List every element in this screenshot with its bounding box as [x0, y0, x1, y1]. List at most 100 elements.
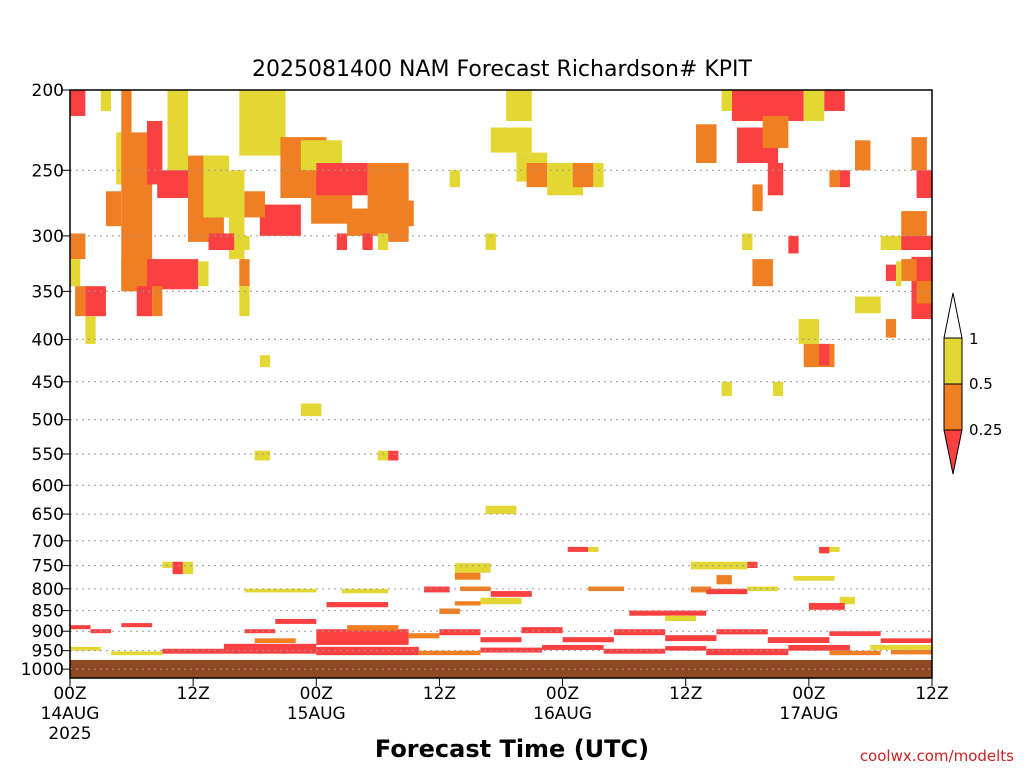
x-tick-label: 12Z [423, 684, 456, 704]
ri-cell-yellow [855, 296, 881, 314]
legend-swatch-orange [943, 383, 963, 431]
x-tick-label: 00Z [546, 684, 579, 704]
ri-cell-red [275, 619, 317, 624]
ri-cell-red [146, 121, 163, 185]
ri-cell-yellow [772, 381, 784, 396]
x-tick-label: 12Z [669, 684, 702, 704]
ri-cell-red [259, 204, 301, 236]
ri-cell-yellow [839, 596, 856, 605]
ri-cell-orange [239, 259, 250, 287]
ri-cell-yellow [721, 90, 732, 111]
ri-cell-orange [588, 586, 625, 592]
ri-cell-red [767, 637, 830, 644]
ri-cell-yellow [829, 546, 840, 552]
ri-cell-orange [901, 211, 927, 236]
y-tick-label-300: 300 [32, 227, 64, 247]
ri-cell-red [916, 170, 932, 198]
ri-cell-orange [885, 319, 897, 338]
ri-cell-yellow [100, 90, 112, 111]
ri-cell-orange [572, 163, 594, 188]
ri-cell-yellow [239, 235, 250, 251]
ri-cell-red [480, 637, 522, 643]
ri-cell-yellow [198, 261, 209, 287]
y-tick-label-350: 350 [32, 282, 64, 302]
ri-cell-red [808, 602, 845, 610]
ri-cell-red [136, 286, 153, 317]
x-tick-label: 00Z [792, 684, 825, 704]
ri-cell-red [706, 648, 789, 656]
y-tick-label-950: 950 [32, 642, 64, 662]
ri-cell-orange [762, 116, 789, 149]
ri-cell-orange [716, 575, 732, 585]
ri-cell-red [490, 591, 532, 597]
ri-cell-yellow [377, 233, 389, 251]
ri-cell-red [439, 629, 481, 636]
ri-cell-red [326, 602, 389, 608]
ri-cell-red [767, 163, 784, 196]
y-tick-label-200: 200 [32, 81, 64, 101]
ri-cell-yellow [70, 259, 81, 287]
ri-cell-orange [75, 286, 86, 317]
y-tick-label-250: 250 [32, 161, 64, 181]
ri-cell-red [819, 343, 830, 366]
colorbar-legend: 1 0.5 0.25 [943, 292, 1002, 475]
ri-cell-orange [121, 259, 137, 287]
ri-cell-orange [695, 124, 717, 164]
ri-cell-orange [105, 191, 122, 227]
ri-cell-yellow [85, 316, 96, 344]
ri-cell-orange [152, 286, 163, 317]
ri-cell-orange [408, 633, 440, 639]
ri-cell-yellow [880, 235, 902, 251]
x-tick-date: 15AUG [287, 704, 346, 724]
ri-cell-red [731, 90, 804, 122]
ri-cell-red [567, 546, 589, 552]
ri-cell-orange [439, 608, 460, 615]
y-tick-label-900: 900 [32, 622, 64, 642]
ri-cell-red [316, 646, 419, 656]
ri-cell-yellow [506, 90, 532, 122]
legend-swatch-top [943, 292, 963, 339]
ri-cell-red [665, 646, 707, 651]
plot-frame [69, 89, 933, 679]
ri-cell-orange [901, 259, 917, 281]
y-tick-label-1000: 1000 [21, 660, 64, 680]
y-tick-label-600: 600 [32, 476, 64, 496]
y-tick-label-500: 500 [32, 411, 64, 431]
ri-cell-yellow [665, 615, 696, 622]
ri-cell-yellow [896, 261, 902, 287]
ri-cell-yellow [377, 450, 389, 461]
ri-cell-red [788, 644, 850, 651]
ri-cell-orange [916, 280, 932, 304]
ri-cell-yellow [480, 597, 522, 605]
ri-cell-orange [526, 163, 548, 188]
y-tick-label-450: 450 [32, 373, 64, 393]
x-axis-label: Forecast Time (UTC) [375, 735, 649, 763]
ri-cell-orange [347, 208, 389, 236]
ri-cell-red [829, 631, 881, 636]
x-tick-label: 00Z [53, 684, 86, 704]
y-tick-label-800: 800 [32, 580, 64, 600]
x-tick-year: 2025 [48, 724, 91, 744]
ri-cell-yellow [239, 90, 286, 156]
x-tick-date: 16AUG [533, 704, 592, 724]
x-tick-label: 12Z [177, 684, 210, 704]
ri-cell-red [542, 644, 604, 650]
ri-cell-red [121, 623, 153, 628]
data-cells [70, 90, 932, 656]
ri-cell-yellow [239, 286, 250, 317]
ground-layer [70, 660, 932, 678]
ri-cell-red [362, 233, 373, 251]
ri-cell-yellow [259, 355, 271, 368]
x-tick-label: 00Z [300, 684, 333, 704]
ri-cell-orange [454, 601, 481, 606]
y-tick-label-750: 750 [32, 557, 64, 577]
ri-cell-yellow [793, 576, 835, 581]
ri-cell-red [336, 233, 348, 251]
ri-cell-yellow [721, 381, 732, 396]
legend-label: 1 [969, 330, 979, 348]
ri-cell-red [562, 637, 614, 643]
ri-cell-yellow [70, 646, 101, 651]
y-tick-label-550: 550 [32, 445, 64, 465]
ri-cell-orange [829, 650, 881, 656]
